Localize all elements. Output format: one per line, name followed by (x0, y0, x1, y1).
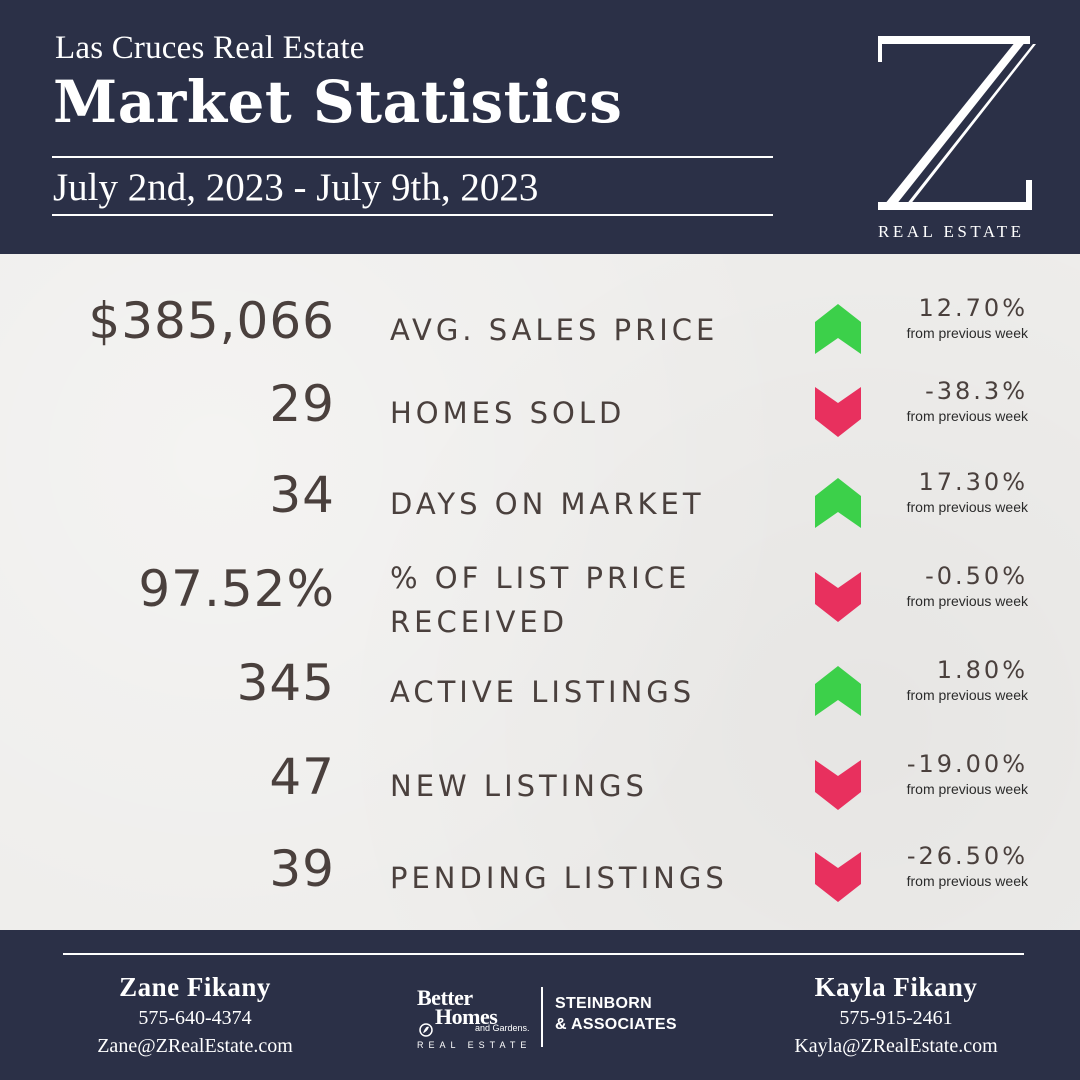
stat-row: 345 ACTIVE LISTINGS 1.80% from previous wee… (0, 654, 1080, 734)
partner-line-2: & ASSOCIATES (555, 1016, 677, 1033)
stat-label-line: NEW LISTINGS (390, 769, 648, 803)
footer-rule (63, 953, 1024, 955)
stat-change-note: from previous week (906, 687, 1028, 703)
stat-change-note: from previous week (906, 408, 1028, 424)
stat-value: $385,066 (88, 292, 335, 350)
stat-change: -19.00% (906, 750, 1028, 778)
stat-value: 345 (236, 654, 335, 712)
stat-change-note: from previous week (906, 781, 1028, 797)
leaf-icon (419, 1023, 433, 1037)
stat-label: AVG. SALES PRICE (390, 308, 718, 352)
stat-row: 97.52% % OF LIST PRICE RECEIVED -0.50% from … (0, 560, 1080, 640)
stat-label-line: ACTIVE LISTINGS (390, 675, 696, 709)
stat-value: 47 (269, 748, 335, 806)
header: Las Cruces Real Estate Market Statistics… (0, 0, 1080, 254)
top-rule (52, 156, 773, 158)
stat-change: -38.3% (925, 377, 1028, 405)
agent-phone: 575-640-4374 (138, 1007, 252, 1029)
partner-line-1: STEINBORN (555, 995, 652, 1012)
stat-row: 39 PENDING LISTINGS -26.50% from previous w… (0, 840, 1080, 920)
stat-change: -26.50% (906, 842, 1028, 870)
arrow-up-icon (815, 666, 861, 716)
agent-name: Kayla Fikany (814, 972, 978, 1002)
stat-label: DAYS ON MARKET (390, 482, 705, 526)
stat-change: -0.50% (925, 562, 1028, 590)
stat-label-line: HOMES SOLD (390, 396, 626, 430)
agent-right: Kayla Fikany 575-915-2461 Kayla@ZRealEst… (746, 972, 1046, 1058)
stat-change: 17.30% (918, 468, 1028, 496)
stats-panel: $385,066 AVG. SALES PRICE 12.70% from previ… (0, 254, 1080, 930)
stat-label-line: % OF LIST PRICE (390, 561, 691, 595)
stat-change: 12.70% (918, 294, 1028, 322)
brand-line-3: REAL ESTATE (417, 1040, 532, 1050)
stat-label-line: AVG. SALES PRICE (390, 313, 719, 347)
stat-change-note: from previous week (906, 499, 1028, 515)
stat-label: % OF LIST PRICE RECEIVED (390, 556, 690, 644)
agent-left: Zane Fikany 575-640-4374 Zane@ZRealEstat… (45, 972, 345, 1058)
stat-value: 39 (269, 840, 335, 898)
brand-line-1: Better (417, 985, 473, 1010)
stat-label: HOMES SOLD (390, 391, 625, 435)
bottom-rule (52, 214, 773, 216)
stat-label-line: DAYS ON MARKET (390, 487, 705, 521)
arrow-up-icon (815, 478, 861, 528)
page-title: Market Statistics (53, 68, 623, 136)
stat-label: ACTIVE LISTINGS (390, 670, 695, 714)
brand-line-2: Homes (435, 1004, 498, 1029)
stat-label-line: RECEIVED (390, 605, 569, 639)
brand-divider (541, 987, 543, 1047)
stat-label: PENDING LISTINGS (390, 856, 728, 900)
date-range: July 2nd, 2023 - July 9th, 2023 (53, 166, 539, 209)
stat-change-note: from previous week (906, 325, 1028, 341)
stat-row: 47 NEW LISTINGS -19.00% from previous week (0, 748, 1080, 828)
brand-line-2b: and Gardens. (475, 1023, 530, 1033)
stat-value: 97.52% (138, 560, 335, 618)
stat-label: NEW LISTINGS (390, 764, 648, 808)
agent-email: Kayla@ZRealEstate.com (794, 1035, 998, 1057)
agent-name: Zane Fikany (119, 972, 271, 1002)
stat-row: 29 HOMES SOLD -38.3% from previous week (0, 375, 1080, 455)
arrow-up-icon (815, 304, 861, 354)
logo-caption: REAL ESTATE (878, 222, 1025, 241)
z-logo-icon (878, 36, 1036, 210)
stat-row: 34 DAYS ON MARKET 17.30% from previous week (0, 466, 1080, 546)
stat-value: 29 (269, 375, 335, 433)
agent-phone: 575-915-2461 (839, 1007, 953, 1029)
stat-label-line: PENDING LISTINGS (390, 861, 728, 895)
stat-change-note: from previous week (906, 593, 1028, 609)
arrow-down-icon (815, 387, 861, 437)
footer: Zane Fikany 575-640-4374 Zane@ZRealEstat… (0, 930, 1080, 1080)
arrow-down-icon (815, 572, 861, 622)
arrow-down-icon (815, 852, 861, 902)
subtitle: Las Cruces Real Estate (55, 30, 365, 66)
arrow-down-icon (815, 760, 861, 810)
stat-row: $385,066 AVG. SALES PRICE 12.70% from previ… (0, 292, 1080, 372)
stat-change: 1.80% (936, 656, 1028, 684)
brokerage-logo: Better Homes and Gardens. REAL ESTATE ST… (415, 985, 685, 1055)
stat-change-note: from previous week (906, 873, 1028, 889)
agent-email: Zane@ZRealEstate.com (97, 1035, 293, 1057)
stat-value: 34 (269, 466, 335, 524)
